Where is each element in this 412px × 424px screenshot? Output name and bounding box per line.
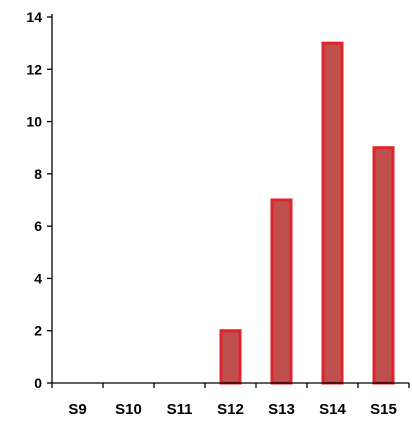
x-tick-label: S11 [167, 401, 193, 418]
y-axis-ticks: 0 2 4 6 8 10 12 14 [26, 9, 52, 391]
x-tick-label: S9 [68, 401, 86, 418]
bar-s15 [372, 146, 395, 385]
y-tick-label: 6 [34, 218, 42, 234]
x-tick-label: S14 [319, 401, 346, 418]
y-tick-label: 10 [26, 114, 42, 130]
y-tick-label: 0 [34, 375, 42, 391]
bar-s13 [270, 198, 293, 385]
x-axis-ticks: S9 S10 S11 S12 S13 S14 S15 [51, 383, 410, 418]
y-tick-label: 2 [34, 323, 42, 339]
y-tick-label: 14 [26, 9, 42, 25]
axes [51, 14, 409, 384]
x-tick-label: S13 [268, 401, 295, 418]
x-tick-label: S15 [370, 401, 397, 418]
bar-s14 [321, 41, 344, 385]
bar-s12 [219, 329, 242, 385]
y-tick-label: 8 [34, 166, 42, 182]
x-tick-label: S12 [217, 401, 244, 418]
y-tick-label: 4 [34, 270, 42, 286]
x-tick-label: S10 [115, 401, 142, 418]
y-tick-label: 12 [26, 61, 42, 77]
bars [219, 41, 395, 385]
